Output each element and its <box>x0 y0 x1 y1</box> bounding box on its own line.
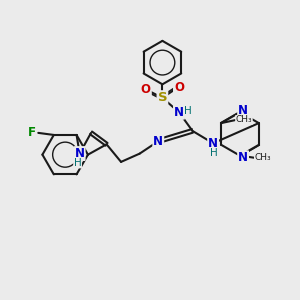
Text: N: N <box>238 151 248 164</box>
Text: S: S <box>158 91 167 104</box>
Text: N: N <box>153 135 163 148</box>
Text: H: H <box>74 158 82 168</box>
Text: N: N <box>238 104 248 117</box>
Text: H: H <box>210 148 218 158</box>
Text: O: O <box>141 83 151 96</box>
Text: N: N <box>208 137 218 150</box>
Text: CH₃: CH₃ <box>254 153 271 162</box>
Text: F: F <box>28 126 36 140</box>
Text: N: N <box>75 147 85 160</box>
Text: H: H <box>184 106 192 116</box>
Text: N: N <box>174 106 184 119</box>
Text: O: O <box>174 81 184 94</box>
Text: CH₃: CH₃ <box>236 116 252 124</box>
